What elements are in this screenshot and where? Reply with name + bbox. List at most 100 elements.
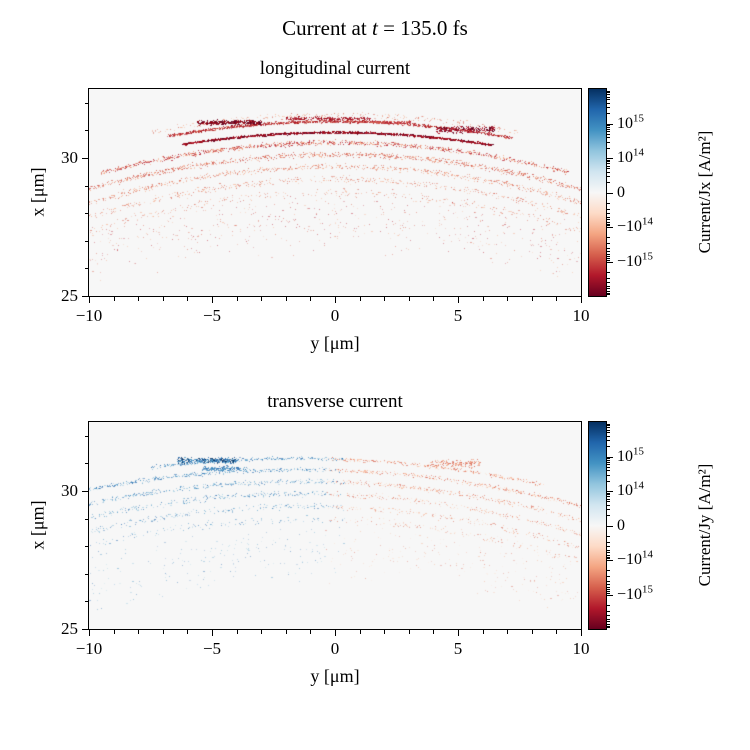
tick-mark [607,427,610,429]
tick-label: 0 [617,183,625,201]
x-axis-label: y [μm] [310,666,360,686]
scatter-canvas-transverse [89,422,581,629]
tick-mark [285,297,287,301]
tick-mark [607,285,610,287]
tick-mark [607,163,610,165]
tick-mark [84,185,88,187]
tick-mark [607,558,610,560]
tick-mark [236,630,238,634]
tick-mark [482,630,484,634]
tick-mark [84,130,88,132]
tick-mark [607,425,610,427]
tick-mark [607,159,610,161]
tick-mark [607,147,610,149]
tick-mark [607,615,610,617]
colorbar-label-longitudinal: Current/Jx [A/m²] [695,130,714,254]
tick-mark [433,297,435,301]
tick-mark [607,594,613,596]
tick-mark [458,297,459,303]
tick-mark [384,630,386,634]
tick-mark [607,480,610,482]
tick-mark [607,549,610,551]
tick-mark [335,630,336,636]
tick-mark [261,297,263,301]
tick-mark [84,573,88,575]
tick-mark [384,297,386,301]
tick-mark [607,494,610,496]
tick-mark [607,535,610,537]
tick-mark [607,128,610,130]
tick-mark [607,621,610,623]
tick-mark [138,630,140,634]
tick-label: −1014 [617,215,653,235]
tick-mark [607,294,610,296]
tick-mark [408,630,410,634]
tick-mark [607,161,610,163]
tick-mark [607,552,610,554]
tick-label: −1015 [617,250,653,270]
tick-mark [607,525,613,527]
tick-mark [359,630,361,634]
tick-mark [607,113,610,115]
tick-mark [607,576,610,578]
tick-label: 30 [61,481,78,500]
tick-mark [89,630,90,636]
tick-mark [607,492,610,494]
tick-mark [482,297,484,301]
tick-mark [607,102,610,104]
panel-title-transverse: transverse current [267,391,403,412]
tick-mark [607,247,610,249]
y-axis-label: x [μm] [27,167,48,217]
tick-mark [607,99,610,101]
tick-mark [556,297,558,301]
tick-label: 1015 [617,112,644,132]
tick-mark [607,554,610,556]
tick-mark [84,546,88,548]
tick-mark [607,459,610,461]
tick-mark [607,213,610,215]
tick-label: 25 [61,619,78,638]
tick-label: 0 [330,306,340,325]
tick-mark [408,297,410,301]
figure-title-prefix: Current at [282,16,372,40]
tick-label: 1014 [617,146,644,166]
tick-mark [607,208,610,210]
tick-mark [607,282,610,284]
tick-mark [607,423,610,425]
tick-mark [84,268,88,270]
figure-title: Current at t = 135.0 fs [0,16,750,41]
tick-label: 10 [572,306,590,325]
tick-mark [607,253,610,255]
tick-mark [607,461,610,463]
tick-label: 1014 [617,479,644,499]
tick-mark [607,292,610,294]
tick-mark [607,182,610,184]
tick-mark [187,297,189,301]
colorbar-transverse [588,421,607,630]
tick-label: 0 [617,516,625,534]
tick-mark [335,297,336,303]
tick-mark [607,133,610,135]
tick-mark [607,541,610,543]
tick-mark [607,623,610,625]
tick-mark [607,221,610,223]
tick-mark [607,491,613,492]
tick-mark [607,219,610,221]
tick-mark [531,297,533,301]
tick-mark [607,501,610,503]
tick-mark [607,141,610,143]
tick-mark [607,216,610,218]
tick-mark [607,570,610,572]
tick-mark [84,601,88,603]
tick-mark [607,592,610,594]
tick-mark [82,296,88,297]
tick-mark [607,509,610,511]
tick-mark [607,165,610,167]
tick-mark [607,560,613,561]
tick-mark [607,435,610,437]
tick-mark [607,225,610,227]
tick-mark [607,125,610,127]
tick-mark [607,429,610,431]
tick-mark [162,297,164,301]
